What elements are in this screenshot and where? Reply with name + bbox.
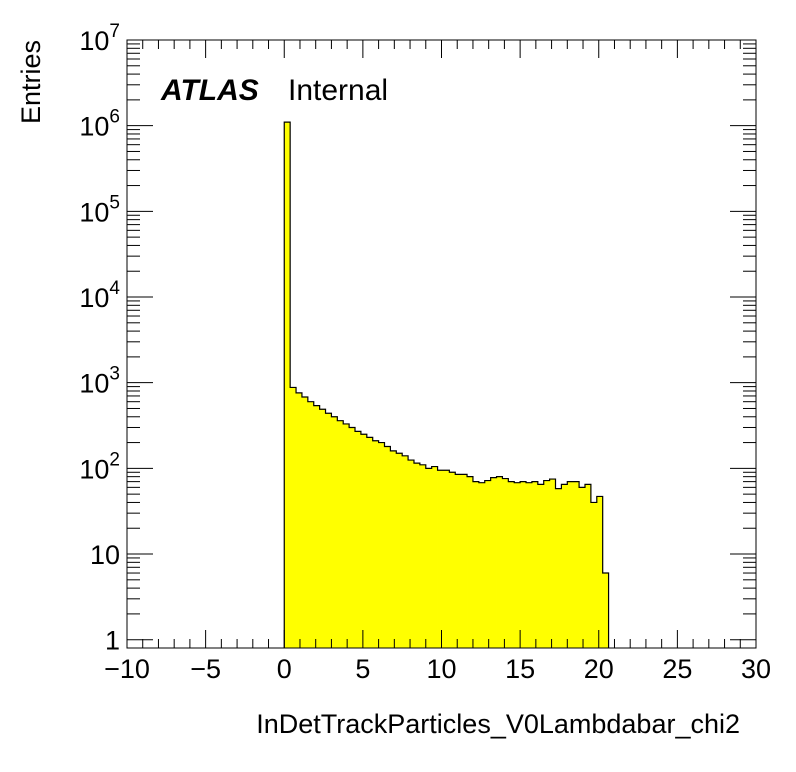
- histogram-bin: [384, 446, 391, 648]
- plot-frame: [126, 39, 757, 649]
- histogram-bin: [425, 468, 433, 648]
- x-tick-label: 20: [584, 654, 614, 684]
- histogram-bin: [337, 420, 344, 648]
- histogram-bin: [596, 496, 604, 648]
- histogram-bin: [419, 464, 427, 648]
- histogram-bin: [301, 397, 309, 648]
- histogram-bin: [478, 482, 486, 648]
- histogram-bin: [437, 470, 444, 648]
- histogram-bin: [584, 484, 592, 648]
- histogram-bin: [526, 482, 533, 648]
- y-tick-label: 10: [90, 540, 120, 570]
- histogram-bin: [325, 413, 332, 648]
- histogram-bin: [366, 437, 374, 648]
- histogram-bin: [455, 474, 462, 648]
- histogram-bin: [307, 401, 315, 648]
- histogram-bin: [313, 405, 321, 648]
- histogram-bin: [537, 484, 545, 648]
- histogram-bin: [602, 573, 609, 648]
- y-tick-label: 104: [79, 278, 120, 313]
- histogram-bin: [319, 409, 326, 648]
- histogram-bin: [349, 427, 356, 648]
- histogram-bin: [360, 434, 368, 648]
- histogram-bin: [543, 480, 551, 648]
- x-tick-labels: −10 −5 0 5 10 15 20 25 30: [104, 654, 771, 684]
- y-tick-labels: 1 10 102 103 104 105 106 107: [79, 21, 120, 656]
- histogram-outline: [283, 121, 610, 648]
- x-tick-label: 15: [505, 654, 535, 684]
- histogram-bars: [283, 121, 610, 648]
- histogram-bin: [490, 477, 497, 648]
- x-tick-label: −10: [104, 654, 150, 684]
- histogram-bin: [467, 476, 474, 648]
- histogram-bin: [431, 466, 438, 648]
- y-tick-label: 105: [79, 192, 120, 227]
- x-tick-label: 10: [426, 654, 456, 684]
- x-tick-label: 5: [355, 654, 370, 684]
- y-tick-label: 103: [79, 364, 120, 399]
- histogram-bin: [402, 455, 409, 648]
- atlas-status-label: Internal: [288, 74, 388, 107]
- histogram-bin: [573, 481, 580, 648]
- histogram-bin: [390, 450, 397, 648]
- histogram-bin: [484, 480, 492, 648]
- histogram-bin: [449, 472, 456, 648]
- histogram-bin: [496, 476, 503, 648]
- histogram-bin: [567, 481, 574, 648]
- histogram-bin: [443, 470, 450, 648]
- y-axis-title: Entries: [16, 40, 46, 124]
- histogram-bin: [549, 479, 556, 648]
- histogram-bin: [472, 481, 480, 648]
- histogram-bin: [590, 502, 598, 648]
- histogram-bin: [355, 431, 362, 648]
- histogram-bin: [502, 478, 509, 648]
- y-tick-label: 102: [79, 449, 120, 484]
- histogram-bin: [555, 488, 562, 648]
- histogram-bin: [531, 481, 539, 648]
- x-tick-label: −5: [190, 654, 221, 684]
- y-tick-label: 107: [79, 21, 120, 56]
- histogram-bin: [284, 122, 291, 648]
- histogram-bin: [296, 392, 303, 648]
- histogram-bin: [514, 482, 521, 648]
- histogram-bin: [408, 460, 415, 648]
- histogram-bin: [290, 387, 297, 648]
- y-tick-label: 106: [79, 107, 120, 142]
- histogram-bin: [461, 474, 468, 648]
- x-axis-title: InDetTrackParticles_V0Lambdabar_chi2: [256, 709, 740, 739]
- histogram-bin: [579, 487, 586, 648]
- histogram-bin: [331, 416, 338, 648]
- histogram-bin: [413, 463, 421, 648]
- x-tick-label: 25: [662, 654, 692, 684]
- histogram-bin: [343, 423, 350, 648]
- x-tick-label: 30: [741, 654, 771, 684]
- atlas-logo-text: ATLAS: [160, 74, 259, 107]
- histogram-bin: [508, 481, 515, 648]
- histogram-bin: [396, 453, 403, 648]
- histogram-bin: [561, 484, 568, 648]
- histogram-bin: [372, 440, 379, 648]
- y-tick-label: 1: [105, 626, 120, 656]
- histogram-bin: [520, 481, 527, 648]
- histogram-bin: [378, 442, 385, 648]
- x-tick-label: 0: [277, 654, 292, 684]
